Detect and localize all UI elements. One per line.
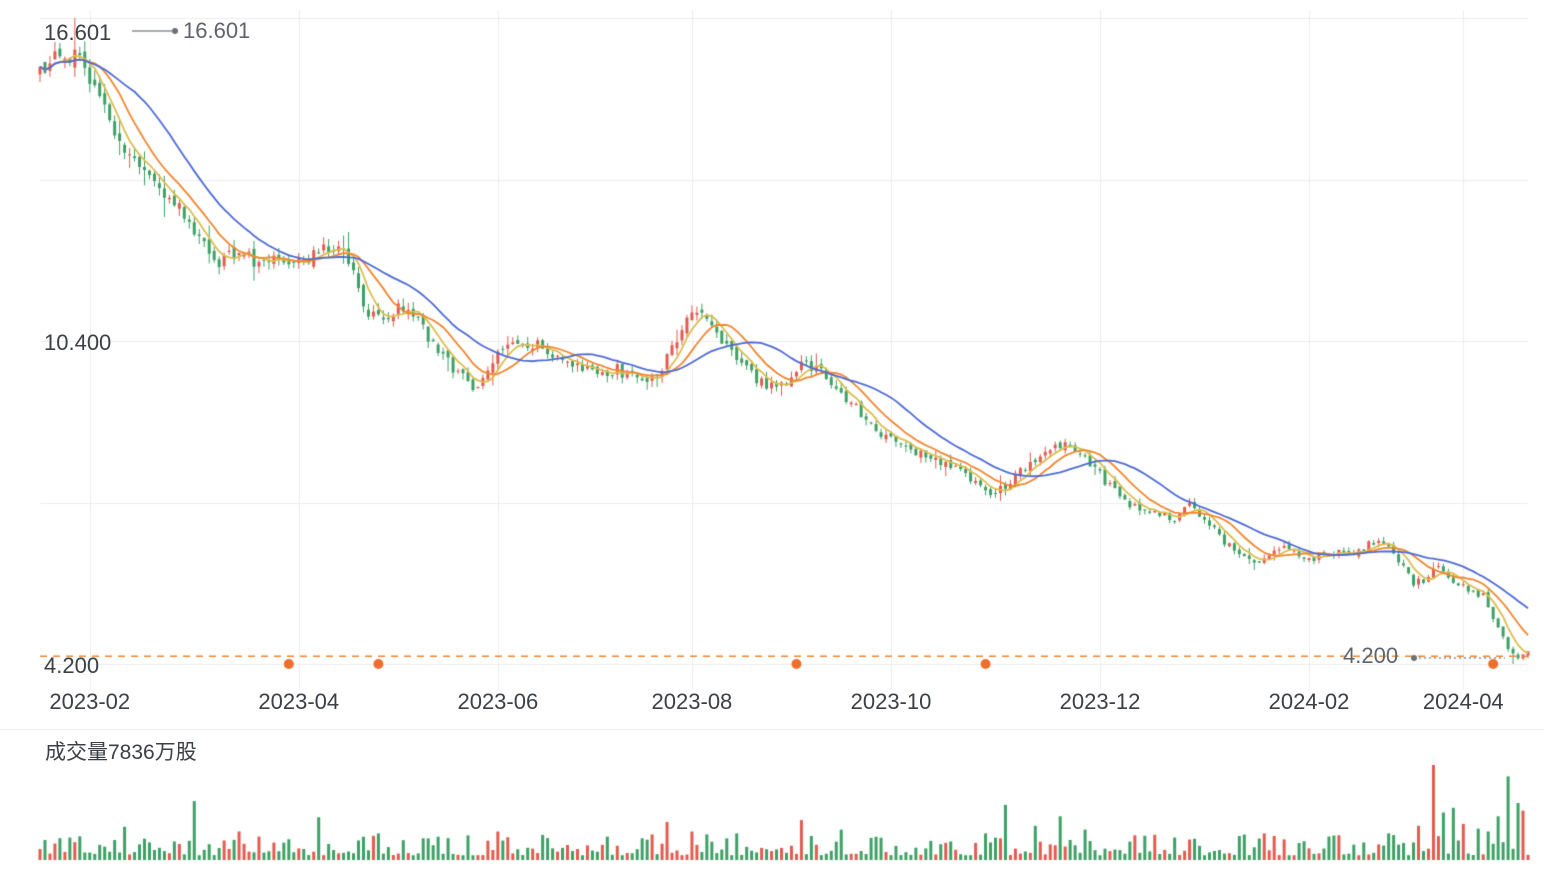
volume-label: 成交量7836万股 [45,741,197,764]
price-axis-label: 16.601 [44,20,112,45]
time-axis-label: 2023-08 [651,689,733,714]
price-axis-label: 4.200 [44,653,100,678]
max-price-annotation: 16.601 [183,18,251,43]
time-axis-label: 2023-06 [457,689,539,714]
time-axis-label: 2023-10 [850,689,932,714]
min-price-annotation: 4.200 [1343,643,1399,668]
time-axis-label: 2024-02 [1268,689,1350,714]
time-axis-label: 2023-02 [49,689,131,714]
time-axis-label: 2024-04 [1422,689,1504,714]
time-axis-label: 2023-12 [1059,689,1141,714]
time-axis-label: 2023-04 [258,689,340,714]
price-axis-label: 10.400 [44,330,112,356]
